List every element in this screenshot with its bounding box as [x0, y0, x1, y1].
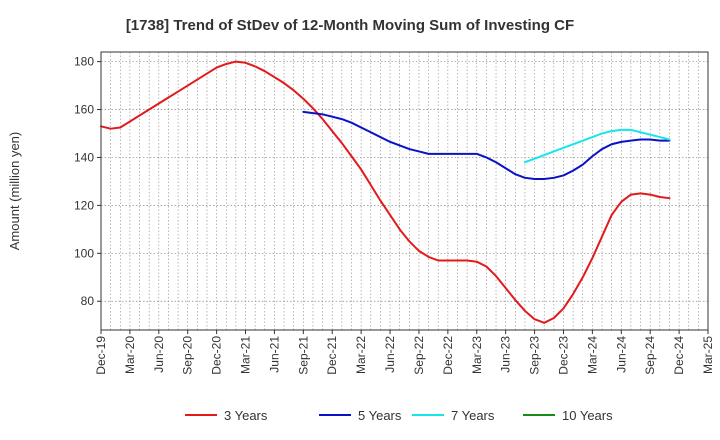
series-line-7-years [523, 128, 671, 164]
x-tick-label: Dec-19 [94, 336, 108, 375]
x-tick-label: Sep-21 [296, 336, 310, 375]
x-tick-label: Mar-21 [239, 336, 253, 374]
x-tick-label: Sep-22 [412, 336, 426, 375]
x-tick-label: Jun-23 [499, 336, 513, 373]
y-tick-label: 120 [74, 198, 94, 212]
y-tick-label: 100 [74, 246, 94, 260]
series-line-5-years [302, 110, 671, 181]
x-tick-label: Jun-24 [614, 336, 628, 373]
x-tick-label: Dec-23 [556, 336, 570, 375]
plot-frame [100, 51, 709, 331]
x-tick-label: Mar-25 [701, 336, 715, 374]
chart-title: [1738] Trend of StDev of 12-Month Moving… [126, 17, 574, 34]
x-tick-label: Sep-23 [528, 336, 542, 375]
x-tick-label: Dec-20 [210, 336, 224, 375]
x-tick-label: Dec-22 [441, 336, 455, 375]
y-tick-label: 180 [74, 55, 94, 69]
x-tick-label: Mar-23 [470, 336, 484, 374]
x-tick-label: Mar-22 [354, 336, 368, 374]
x-tick-label: Jun-20 [152, 336, 166, 373]
x-tick-label: Jun-22 [383, 336, 397, 373]
y-tick-label: 160 [74, 103, 94, 117]
x-tick-label: Mar-24 [585, 336, 599, 374]
x-tick-label: Sep-20 [181, 336, 195, 375]
series-layer [100, 60, 671, 324]
legend-label: 5 Years [358, 408, 402, 423]
legend-label: 7 Years [451, 408, 495, 423]
legend: 3 Years 5 Years 7 Years 10 Years [185, 408, 613, 423]
series-line-3-years [100, 60, 671, 324]
y-tick-label: 140 [74, 150, 94, 164]
x-tick-label: Dec-21 [325, 336, 339, 375]
x-tick-label: Dec-24 [672, 336, 686, 375]
x-axis-ticks: Dec-19 Mar-20 Jun-20 Sep-20 Dec-20 Mar-21 Jun-… [94, 330, 715, 375]
y-axis-label: Amount (million yen) [7, 132, 22, 251]
y-axis-ticks: 80 100 120 140 160 180 [74, 55, 101, 308]
y-tick-label: 80 [81, 294, 95, 308]
legend-label: 10 Years [562, 408, 613, 423]
x-tick-label: Sep-24 [643, 336, 657, 375]
x-tick-label: Mar-20 [123, 336, 137, 374]
x-tick-label: Jun-21 [267, 336, 281, 373]
legend-label: 3 Years [224, 408, 268, 423]
grid [100, 52, 709, 330]
